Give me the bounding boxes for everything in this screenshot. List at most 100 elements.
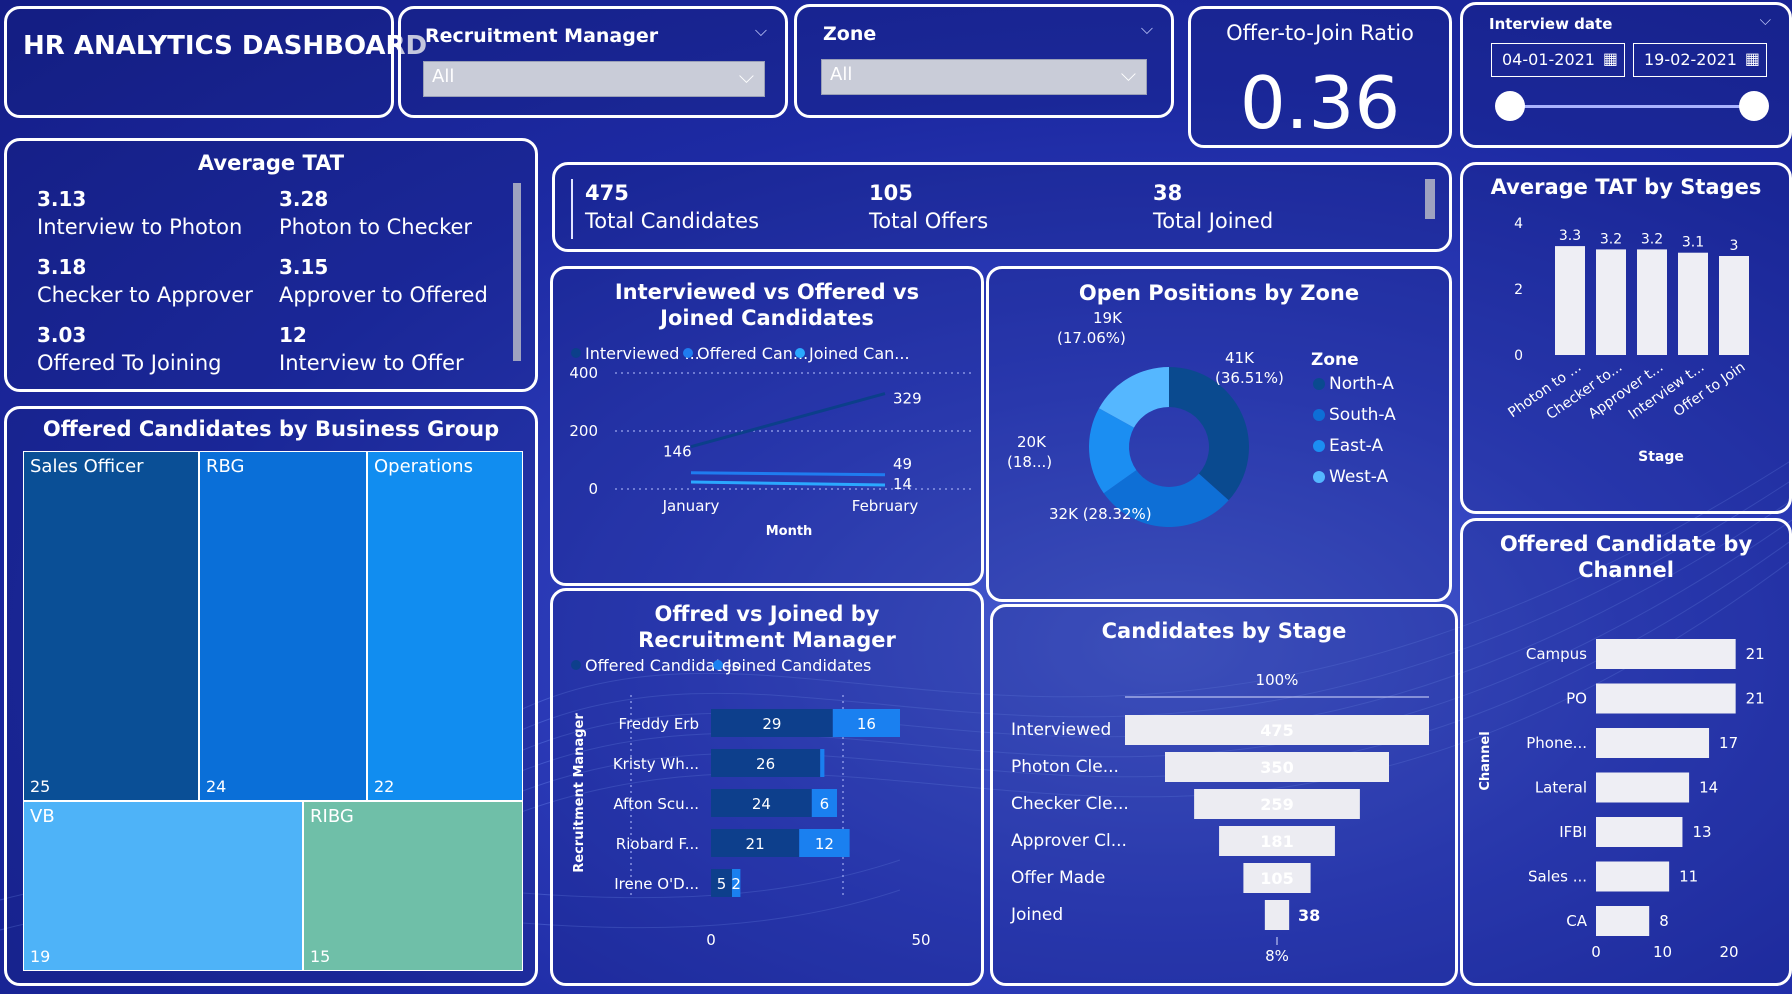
donut-slice-west-a: [1098, 367, 1169, 428]
bar-offered: [711, 709, 833, 737]
y-tick-label: PO: [1566, 690, 1587, 708]
chevron-down-icon[interactable]: ⌵: [754, 21, 767, 40]
kpi-label: Total Candidates: [585, 209, 760, 233]
zone-filter: Zone ⌵ All ⌵: [794, 4, 1174, 118]
chevron-down-icon[interactable]: ⌵: [1759, 11, 1771, 29]
funnel-bar: [1165, 752, 1389, 782]
funnel-bar: [1243, 863, 1311, 893]
date-slider-track[interactable]: [1513, 105, 1745, 108]
funnel-value: 181: [1260, 832, 1293, 851]
treemap-tile[interactable]: Operations 22: [367, 451, 523, 801]
data-label: 6: [820, 795, 830, 813]
start-date-input[interactable]: 04-01-2021 ▦: [1491, 43, 1625, 77]
funnel-value: 38: [1298, 906, 1320, 925]
funnel-value: 350: [1260, 758, 1293, 777]
funnel-stage-label: Interviewed: [1011, 720, 1111, 740]
kpi-label: Total Joined: [1153, 209, 1274, 233]
tat-value: 3.28: [279, 187, 329, 211]
legend-label: Joined Can...: [808, 345, 910, 363]
slice-percent: (17.06%): [1057, 329, 1126, 347]
slice-label: 19K: [1093, 311, 1123, 327]
end-date-value: 19-02-2021: [1644, 50, 1737, 69]
legend-label: North-A: [1329, 374, 1394, 394]
bar-joined: [820, 749, 825, 777]
kpi-divider: [571, 179, 573, 239]
data-label: 3: [1730, 238, 1739, 254]
legend-label: South-A: [1329, 405, 1396, 425]
kpi-card: 475 Total Candidates 105 Total Offers 38 Tota…: [552, 162, 1452, 252]
y-tick-label: 0: [1514, 348, 1523, 364]
tat-label: Offered To Joining: [37, 351, 222, 375]
zone-dropdown[interactable]: All ⌵: [821, 59, 1147, 95]
funnel-value: 105: [1260, 869, 1293, 888]
bar: [1596, 249, 1626, 355]
line-chart: Interviewed ...Offered Can... Joined Can.…: [569, 345, 973, 539]
bar-offered: [711, 869, 732, 897]
title-card: HR ANALYTICS DASHBOARD: [4, 6, 427, 118]
y-axis-title: Recruitment Manager: [572, 713, 587, 873]
funnel-value: 475: [1260, 721, 1293, 740]
data-label: 26: [756, 755, 775, 773]
y-tick-label: 4: [1514, 216, 1523, 232]
y-tick-label: Irene O'D...: [614, 875, 699, 893]
data-label: 49: [893, 455, 912, 473]
tat-value: 3.13: [37, 187, 87, 211]
data-label: 329: [893, 390, 922, 408]
data-label: 13: [1692, 823, 1711, 841]
legend-label: West-A: [1329, 467, 1389, 487]
x-tick-label: 0: [706, 931, 716, 949]
bar: [1596, 906, 1650, 936]
data-label: 11: [1679, 868, 1698, 886]
offer-to-join-card: Offer-to-Join Ratio 0.36: [1188, 6, 1452, 148]
start-date-value: 04-01-2021: [1502, 50, 1595, 69]
y-tick-label: 2: [1514, 282, 1523, 298]
date-slider-start-handle[interactable]: [1495, 91, 1525, 121]
kpi-value: 475: [585, 181, 629, 205]
calendar-icon[interactable]: ▦: [1744, 49, 1760, 68]
kpi-value: 105: [869, 181, 913, 205]
treemap-tile[interactable]: VB 19: [23, 801, 303, 971]
end-date-input[interactable]: 19-02-2021 ▦: [1633, 43, 1767, 77]
data-label: 2: [731, 875, 741, 893]
offer-to-join-label: Offer-to-Join Ratio: [1226, 21, 1414, 45]
scrollbar[interactable]: [1425, 179, 1435, 219]
treemap-tile-name: RBG: [206, 456, 245, 477]
series-line-1: [690, 471, 886, 477]
legend-label: Joined Candidates: [726, 656, 871, 675]
treemap-tile[interactable]: Sales Officer 25: [23, 451, 199, 801]
treemap-tile[interactable]: RIBG 15: [303, 801, 523, 971]
data-label: 14: [1699, 779, 1718, 797]
date-slider-end-handle[interactable]: [1739, 91, 1769, 121]
tat-label: Approver to Offered: [279, 283, 488, 307]
treemap-tile-value: 19: [30, 947, 51, 966]
donut-title: Open Positions by Zone: [1078, 281, 1360, 305]
recruitment-manager-label: Recruitment Manager: [425, 25, 659, 47]
y-tick-label: 400: [569, 364, 598, 382]
legend-label: Offered Candidates: [585, 656, 740, 675]
bar: [1719, 256, 1749, 355]
treemap-tile[interactable]: RBG 24: [199, 451, 367, 801]
recruitment-manager-dropdown[interactable]: All ⌵: [423, 61, 765, 97]
open-positions-card: Open Positions by Zone 41K (36.51%) 32K (2…: [986, 266, 1452, 602]
donut-slice-north-a: [1169, 367, 1249, 501]
interview-date-label: Interview date: [1489, 15, 1613, 33]
calendar-icon[interactable]: ▦: [1602, 49, 1618, 68]
y-tick-label: 0: [588, 480, 598, 498]
slice-percent: (36.51%): [1215, 369, 1284, 387]
tat-by-stages-card: Average TAT by Stages 4 2 0 3.3 Photon to ..…: [1460, 162, 1792, 514]
data-label: 3.3: [1559, 228, 1581, 244]
bar-offered: [711, 789, 812, 817]
legend-label: East-A: [1329, 436, 1383, 456]
scrollbar[interactable]: [513, 183, 521, 361]
data-label: 5: [717, 875, 727, 893]
data-label: 14: [893, 475, 912, 493]
bar-joined: [732, 869, 741, 897]
chevron-down-icon[interactable]: ⌵: [1140, 19, 1153, 38]
legend-marker: [1313, 440, 1325, 452]
average-tat-title: Average TAT: [197, 151, 345, 175]
bar-offered: [711, 749, 821, 777]
tat-label: Interview to Photon: [37, 215, 243, 239]
bar: [1596, 728, 1710, 758]
legend-label: Offered Can...: [697, 345, 808, 363]
data-label: 21: [1746, 645, 1765, 663]
